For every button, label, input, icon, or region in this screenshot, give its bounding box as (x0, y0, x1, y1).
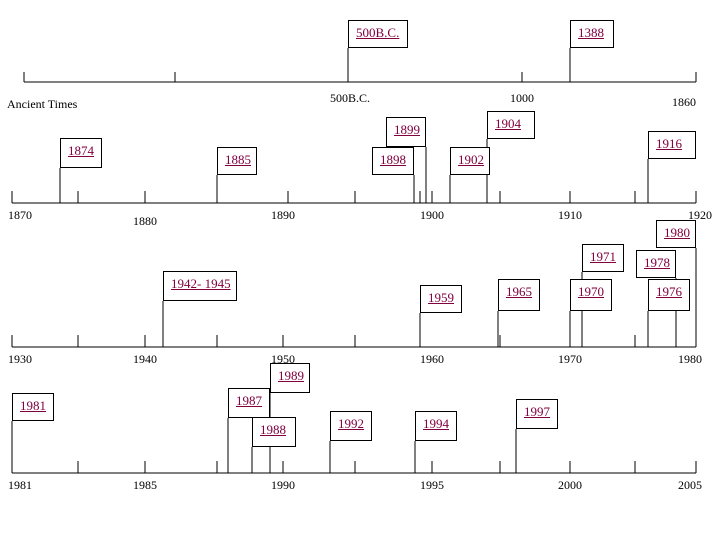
event-link-box[interactable]: 1987 (228, 388, 270, 418)
timeline-year-label: Ancient Times (7, 97, 78, 111)
event-link-box[interactable]: 1904 (487, 111, 535, 139)
event-link[interactable]: 1994 (423, 416, 449, 431)
timeline-year-label: 1985 (133, 478, 157, 492)
timeline-year-label: 500B.C. (330, 91, 371, 105)
event-link[interactable]: 1992 (338, 416, 364, 431)
event-link[interactable]: 1965 (506, 284, 532, 299)
timeline-year-label: 1940 (133, 352, 157, 366)
event-link[interactable]: 1971 (590, 249, 616, 264)
timeline-year-label: 2005 (678, 478, 702, 492)
event-link-box[interactable]: 1988 (252, 417, 296, 447)
event-link[interactable]: 1978 (644, 255, 670, 270)
event-link-box[interactable]: 1942- 1945 (163, 271, 237, 301)
event-link[interactable]: 1976 (656, 284, 682, 299)
timeline-year-label: 2000 (558, 478, 582, 492)
timeline-year-label: 1000 (510, 91, 534, 105)
event-link[interactable]: 500B.C. (356, 25, 400, 40)
event-link[interactable]: 1904 (495, 116, 521, 131)
event-link[interactable]: 1902 (458, 152, 484, 167)
event-link-box[interactable]: 1898 (372, 147, 414, 175)
event-link-box[interactable]: 1971 (582, 244, 624, 272)
event-link[interactable]: 1898 (380, 152, 406, 167)
event-link-box[interactable]: 1885 (217, 147, 257, 175)
timeline-year-label: 1880 (133, 214, 157, 228)
timeline-year-label: 1980 (678, 352, 702, 366)
event-link-box[interactable]: 500B.C. (348, 20, 408, 48)
timeline-year-label: 1900 (420, 208, 444, 222)
event-link-box[interactable]: 1959 (420, 285, 462, 313)
timeline-year-label: 1920 (688, 208, 712, 222)
event-link-box[interactable]: 1970 (570, 279, 612, 311)
timeline-year-label: 1910 (558, 208, 582, 222)
timeline-year-label: 1960 (420, 352, 444, 366)
event-link[interactable]: 1874 (68, 143, 94, 158)
event-link[interactable]: 1942- 1945 (171, 276, 231, 291)
event-link-box[interactable]: 1978 (636, 250, 676, 278)
event-link[interactable]: 1959 (428, 290, 454, 305)
event-link[interactable]: 1981 (20, 398, 46, 413)
event-link[interactable]: 1970 (578, 284, 604, 299)
event-link-box[interactable]: 1994 (415, 411, 457, 441)
event-link[interactable]: 1916 (656, 136, 682, 151)
timeline-year-label: 1930 (8, 352, 32, 366)
event-link-box[interactable]: 1899 (386, 117, 426, 147)
event-link-box[interactable]: 1989 (270, 363, 310, 393)
timeline-year-label: 1950 (271, 352, 295, 366)
event-link-box[interactable]: 1965 (498, 279, 540, 311)
event-link[interactable]: 1899 (394, 122, 420, 137)
event-link-box[interactable]: 1874 (60, 138, 102, 168)
timeline-year-label: 1970 (558, 352, 582, 366)
event-link[interactable]: 1885 (225, 152, 251, 167)
event-link-box[interactable]: 1997 (516, 399, 558, 429)
timeline-year-label: 1981 (8, 478, 32, 492)
event-link[interactable]: 1997 (524, 404, 550, 419)
event-link[interactable]: 1987 (236, 393, 262, 408)
event-link[interactable]: 1989 (278, 368, 304, 383)
event-link-box[interactable]: 1916 (648, 131, 696, 159)
event-link[interactable]: 1980 (664, 225, 690, 240)
event-link-box[interactable]: 1902 (450, 147, 490, 175)
timeline-year-label: 1870 (8, 208, 32, 222)
event-link-box[interactable]: 1981 (12, 393, 54, 421)
timeline-year-label: 1995 (420, 478, 444, 492)
event-link-box[interactable]: 1980 (656, 220, 696, 248)
event-link-box[interactable]: 1976 (648, 279, 690, 311)
timeline-year-label: 1860 (672, 95, 696, 109)
event-link-box[interactable]: 1388 (570, 20, 614, 48)
event-link-box[interactable]: 1992 (330, 411, 372, 441)
event-link[interactable]: 1988 (260, 422, 286, 437)
timeline-year-label: 1890 (271, 208, 295, 222)
timeline-year-label: 1990 (271, 478, 295, 492)
event-link[interactable]: 1388 (578, 25, 604, 40)
